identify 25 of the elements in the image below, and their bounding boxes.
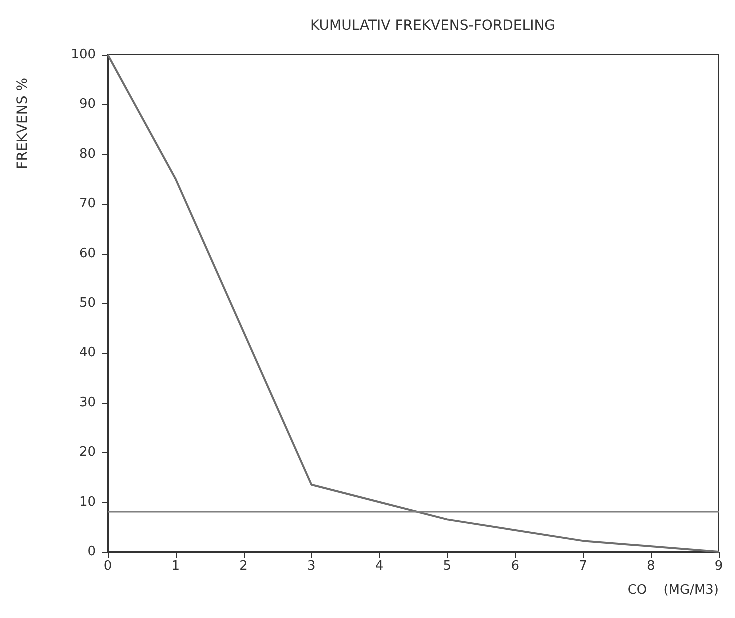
x-tick-label: 0 bbox=[104, 559, 112, 574]
x-tick-label: 1 bbox=[172, 559, 180, 574]
y-tick-label: 100 bbox=[71, 48, 96, 62]
line-series bbox=[107, 54, 720, 553]
x-tick-label: 6 bbox=[511, 559, 520, 574]
x-tick-label: 3 bbox=[308, 559, 316, 574]
y-tick-label: 40 bbox=[79, 346, 96, 361]
x-tick-label: 2 bbox=[240, 559, 248, 574]
y-tick-label: 70 bbox=[79, 196, 96, 212]
x-tick-label: 4 bbox=[375, 559, 384, 574]
y-tick-label: 20 bbox=[79, 445, 96, 460]
y-tick-label: 60 bbox=[79, 246, 96, 262]
x-tick-label: 9 bbox=[714, 559, 724, 574]
x-tick-label: 5 bbox=[443, 559, 452, 574]
y-tick-label: 30 bbox=[79, 395, 96, 410]
x-tick-label: 7 bbox=[579, 559, 588, 574]
y-tick-label: 90 bbox=[79, 97, 96, 112]
x-tick-label: 8 bbox=[646, 559, 656, 574]
y-axis-title: FREKVENS % bbox=[15, 78, 31, 170]
y-tick-label: 10 bbox=[79, 494, 96, 510]
y-tick-label: 80 bbox=[79, 146, 96, 162]
y-tick-label: 0 bbox=[88, 544, 96, 560]
y-tick-label: 50 bbox=[79, 296, 96, 311]
x-axis-title: CO (MG/M3) bbox=[628, 583, 719, 598]
chart-title: KUMULATIV FREKVENS-FORDELING bbox=[310, 18, 556, 34]
